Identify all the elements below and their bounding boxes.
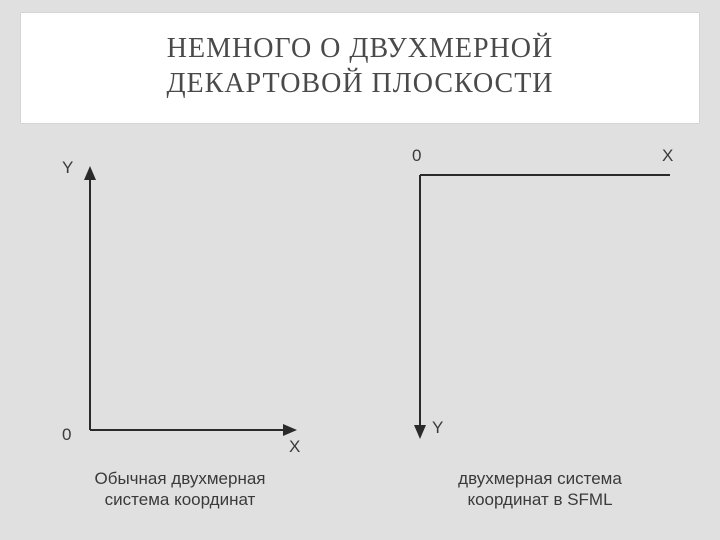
- right-y-label: Y: [432, 418, 443, 438]
- right-caption: двухмерная система координат в SFML: [430, 468, 650, 511]
- title-line-1: НЕМНОГО О ДВУХМЕРНОЙ: [167, 33, 553, 64]
- right-origin-label: 0: [412, 146, 421, 166]
- right-caption-line-2: координат в SFML: [467, 490, 612, 509]
- left-caption-line-2: система координат: [105, 490, 256, 509]
- title-line-2: ДЕКАРТОВОЙ ПЛОСКОСТИ: [166, 68, 553, 99]
- right-axes: [0, 150, 720, 490]
- page-title: НЕМНОГО О ДВУХМЕРНОЙ ДЕКАРТОВОЙ ПЛОСКОСТ…: [41, 31, 679, 101]
- title-container: НЕМНОГО О ДВУХМЕРНОЙ ДЕКАРТОВОЙ ПЛОСКОСТ…: [20, 12, 700, 124]
- right-x-label: X: [662, 146, 673, 166]
- right-caption-line-1: двухмерная система: [458, 469, 622, 488]
- diagram-area: Y 0 X Обычная двухмерная система координ…: [0, 150, 720, 490]
